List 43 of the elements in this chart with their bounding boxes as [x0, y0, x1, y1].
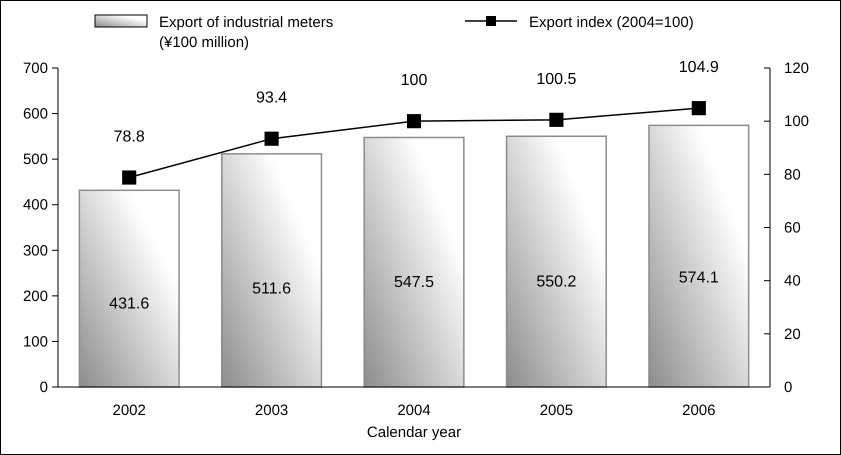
data-label: 100.5: [536, 70, 577, 88]
point: [692, 101, 706, 116]
data-label: 431.6: [109, 295, 150, 312]
bar: [78, 190, 180, 388]
data-label: 93.4: [256, 90, 288, 107]
x-tick-label: 2005: [540, 402, 574, 419]
y-tick-label: 100: [22, 333, 48, 350]
y2-tick-label: 0: [784, 379, 792, 396]
data-label: 511.6: [252, 280, 292, 298]
y-tick-label: 600: [22, 106, 48, 123]
point: [264, 132, 279, 146]
bar: [506, 136, 607, 388]
y-tick-label: 400: [22, 196, 48, 214]
point: [122, 170, 136, 185]
x-tick-label: 2002: [112, 402, 146, 419]
y2-tick-label: 80: [784, 166, 801, 184]
bar: [221, 153, 322, 388]
data-label: 100: [400, 72, 428, 90]
y-tick-label: 300: [22, 242, 48, 260]
data-label: 574.1: [678, 269, 719, 286]
bar: [648, 124, 750, 388]
legend-label: Export of industrial meters (¥100 million): [159, 14, 334, 51]
y2-tick-label: 40: [784, 272, 801, 290]
point: [406, 114, 422, 128]
y-tick-label: 200: [22, 288, 48, 305]
y-tick-label: 700: [22, 60, 48, 77]
x-tick-label: 2003: [254, 402, 288, 419]
bar: [363, 136, 465, 388]
y2-tick-label: 60: [784, 220, 801, 236]
y-tick-label: 0: [40, 379, 48, 396]
data-label: 78.8: [114, 128, 145, 146]
y-tick-label: 500: [22, 151, 48, 168]
y2-tick-label: 20: [784, 326, 801, 343]
data-label: 550.2: [536, 274, 577, 291]
x-tick-label: 2006: [682, 402, 716, 419]
y2-tick-label: 100: [784, 113, 810, 130]
point: [549, 112, 564, 127]
data-label: 547.5: [394, 274, 434, 292]
x-axis-title: Calendar year: [366, 424, 462, 441]
legend-label: Export index (2004=100): [529, 14, 694, 31]
x-tick-label: 2004: [397, 402, 431, 419]
data-label: 104.9: [678, 59, 719, 76]
y2-tick-label: 120: [784, 60, 810, 77]
